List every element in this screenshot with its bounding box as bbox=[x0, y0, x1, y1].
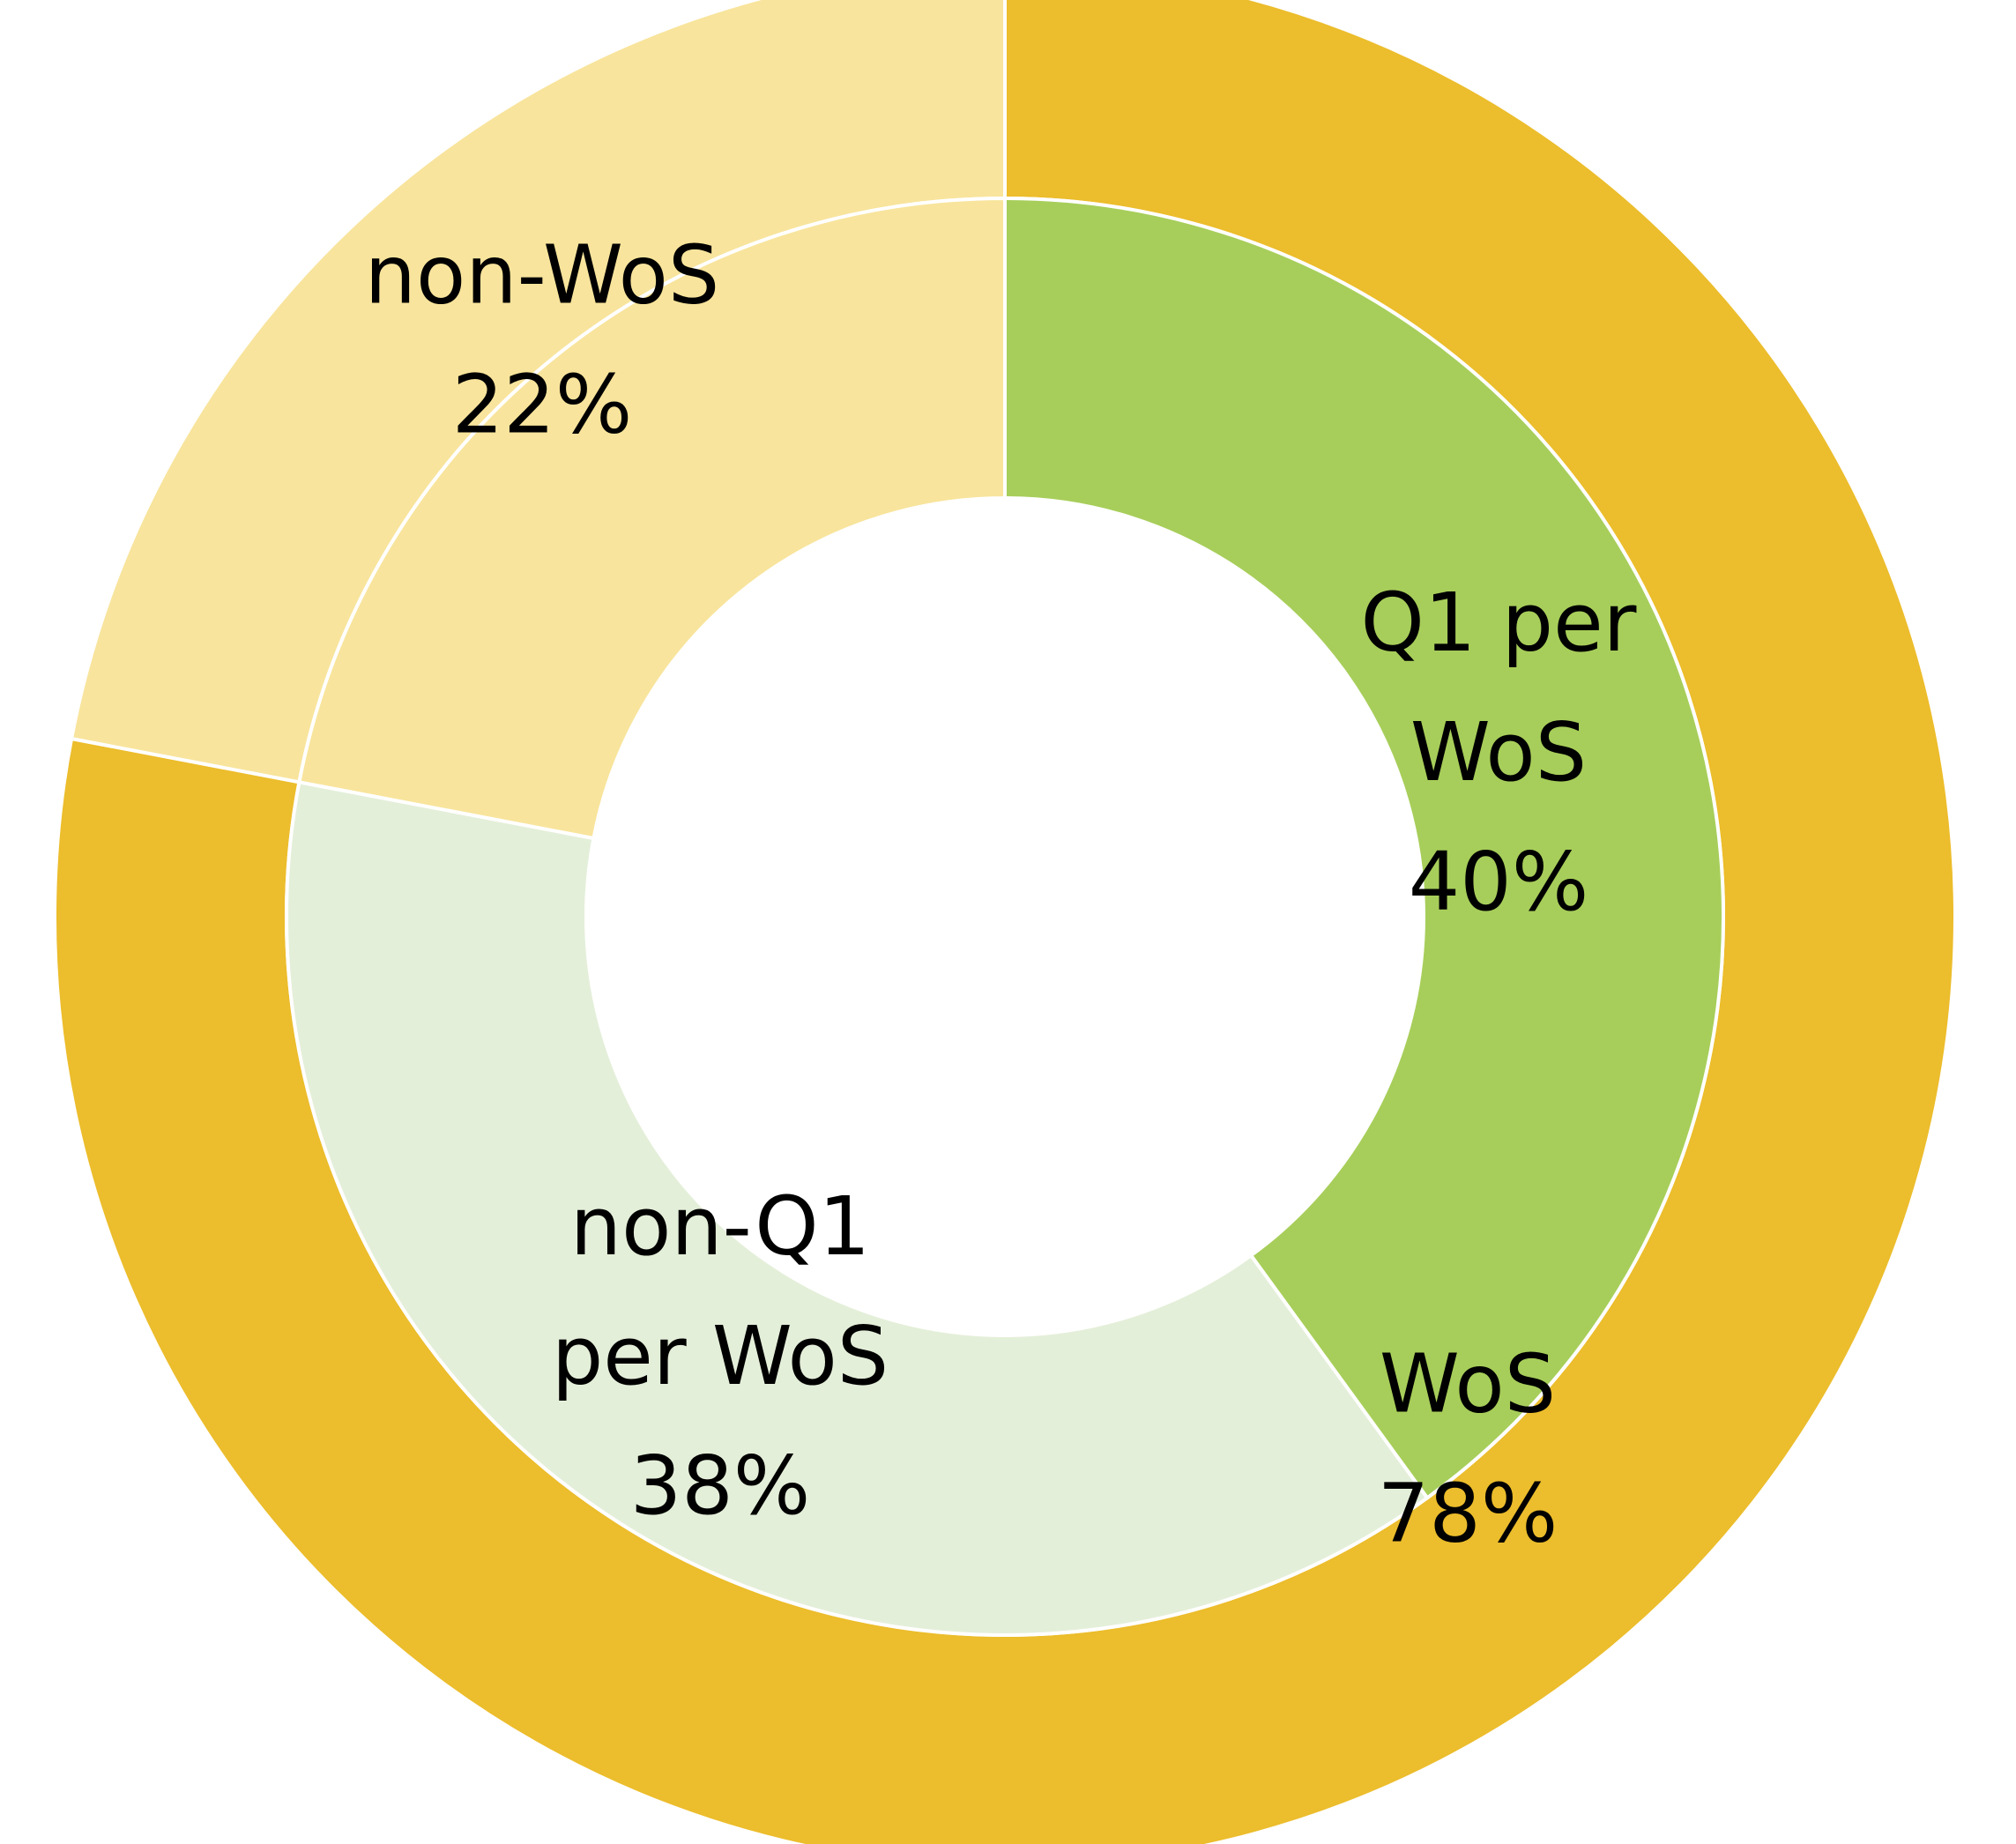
data-label-q1-per-wos: Q1 per WoS 40% bbox=[1360, 576, 1636, 929]
data-label-non-wos: non-WoS 22% bbox=[365, 228, 720, 452]
data-label-non-q1-per-wos: non-Q1 per WoS 38% bbox=[552, 1179, 889, 1533]
data-label-line: WoS bbox=[1410, 705, 1587, 799]
data-label-line: 40% bbox=[1409, 835, 1588, 929]
data-label-line: 22% bbox=[452, 358, 632, 452]
inner-slice-q1-per-wos bbox=[1003, 196, 1725, 1501]
donut-rings bbox=[53, 0, 1957, 1844]
data-label-line: non-WoS bbox=[365, 228, 720, 323]
data-label-line: Q1 per bbox=[1360, 576, 1636, 670]
data-label-line: non-Q1 bbox=[570, 1179, 870, 1274]
data-label-line: per WoS bbox=[552, 1309, 889, 1403]
inner-slice-non-wos bbox=[297, 196, 1007, 841]
inner-slice-non-q1-per-wos bbox=[285, 779, 1430, 1637]
data-label-wos: WoS 78% bbox=[1378, 1337, 1558, 1561]
data-label-line: WoS bbox=[1380, 1337, 1556, 1431]
data-label-line: 38% bbox=[630, 1439, 810, 1533]
donut-labels: WoS 78% non-WoS 22% Q1 per WoS 40% non-Q1 per Wo… bbox=[365, 228, 1637, 1561]
data-label-line: 78% bbox=[1378, 1467, 1558, 1561]
